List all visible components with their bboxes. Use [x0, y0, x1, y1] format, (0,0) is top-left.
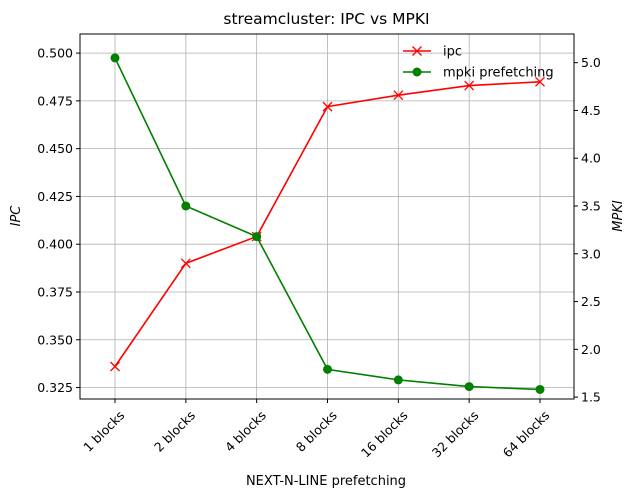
legend-marker: [412, 46, 422, 56]
y-right-tick-label: 4.0: [581, 151, 601, 166]
y-right-tick-label: 5.0: [581, 55, 601, 70]
x-axis-title: NEXT-N-LINE prefetching: [246, 474, 406, 489]
legend-label: ipc: [443, 45, 462, 60]
data-point-circle-marker: [252, 232, 262, 242]
y-axis-left-title: IPC: [9, 205, 24, 227]
y-axis-right-title: MPKI: [611, 200, 626, 232]
data-point-circle-marker: [535, 384, 545, 394]
data-point-circle-marker: [110, 53, 120, 63]
y-left-tick-label: 0.375: [37, 284, 73, 299]
y-right-tick-label: 3.0: [581, 246, 601, 261]
y-right-tick-label: 1.5: [581, 390, 601, 405]
y-left-tick-label: 0.425: [37, 189, 73, 204]
legend-label: mpki prefetching: [443, 66, 554, 81]
series-mpki: [110, 53, 545, 394]
data-point-circle-marker: [181, 201, 191, 211]
legend-marker: [412, 67, 422, 77]
y-axis-left: 0.325 0.350 0.375 0.400 0.425 0.450 0.475 0.500: [37, 46, 80, 395]
data-point-x-marker: [110, 361, 120, 372]
y-left-tick-label: 0.500: [37, 46, 73, 61]
chart-title: streamcluster: IPC vs MPKI: [223, 10, 429, 28]
data-point-x-marker: [322, 101, 333, 112]
y-right-tick-label: 2.5: [581, 294, 601, 309]
data-point-x-marker: [535, 76, 545, 87]
y-right-tick-label: 3.5: [581, 198, 601, 213]
y-left-tick-label: 0.350: [37, 332, 73, 347]
series-layer: [110, 53, 545, 394]
y-left-tick-label: 0.400: [37, 237, 73, 252]
y-right-tick-label: 2.0: [581, 342, 601, 357]
y-axis-right: 1.5 2.0 2.5 3.0 3.5 4.0 4.5 5.0: [574, 55, 601, 405]
data-point-circle-marker: [393, 375, 403, 385]
data-point-x-marker: [180, 258, 191, 269]
grid: [80, 34, 574, 399]
legend: ipc mpki prefetching: [403, 45, 554, 81]
data-point-circle-marker: [464, 382, 474, 392]
data-point-x-marker: [393, 90, 404, 101]
y-right-tick-label: 4.5: [581, 103, 601, 118]
data-point-x-marker: [464, 80, 475, 91]
y-left-tick-label: 0.475: [37, 93, 73, 108]
y-left-tick-label: 0.450: [37, 141, 73, 156]
data-point-circle-marker: [323, 364, 332, 374]
y-left-tick-label: 0.325: [37, 380, 73, 395]
